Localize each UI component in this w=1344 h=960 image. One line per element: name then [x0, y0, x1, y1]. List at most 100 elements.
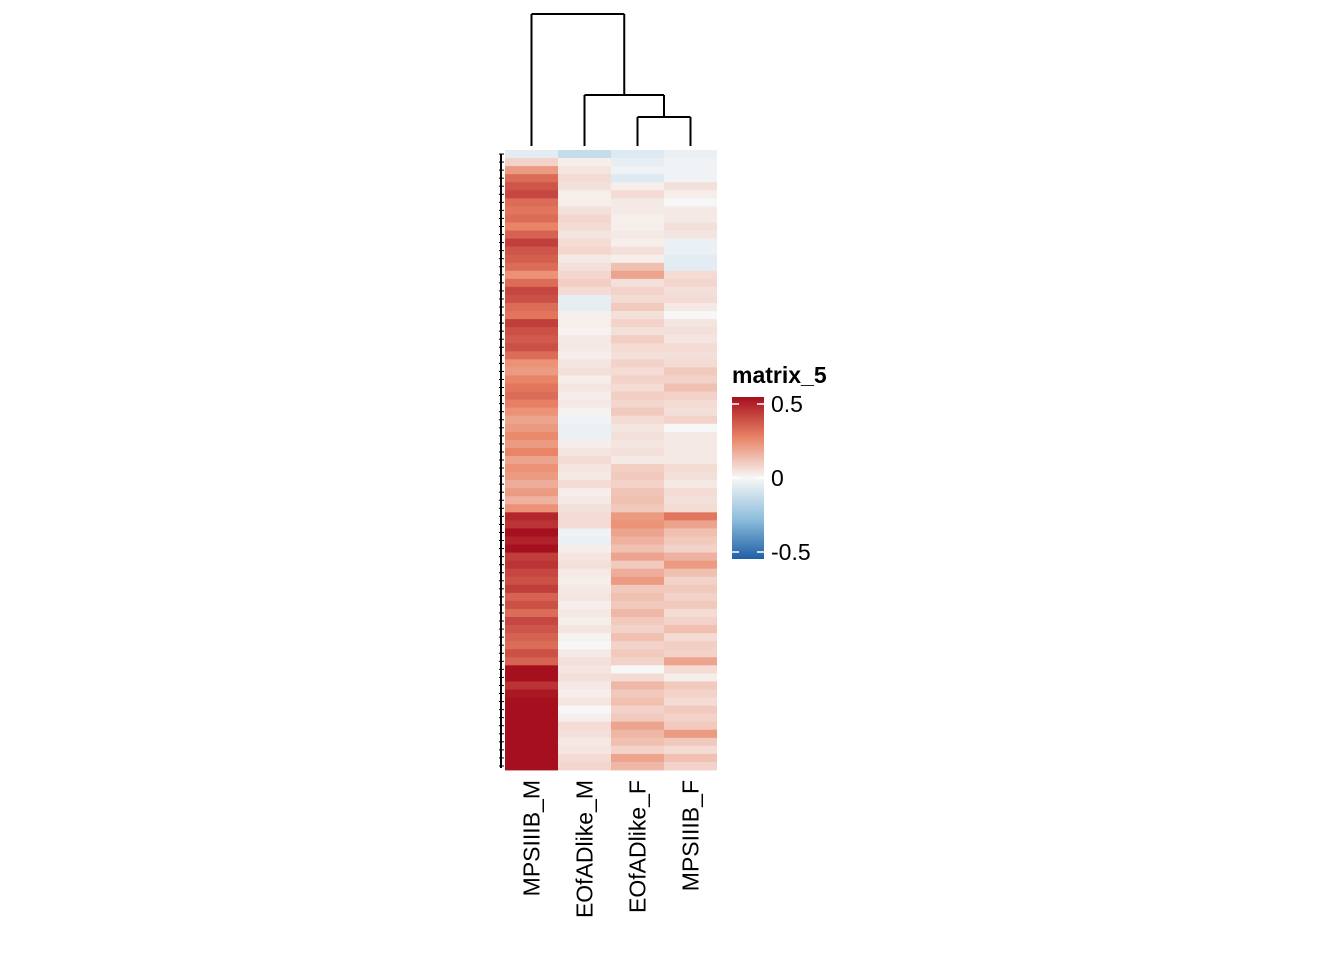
heatmap-cell [611, 552, 664, 562]
heatmap-cell [664, 423, 717, 433]
heatmap-cell [558, 472, 611, 481]
legend-tick-label: 0 [771, 465, 784, 491]
legend-tick-label: 0.5 [771, 391, 803, 417]
heatmap-cell [611, 150, 664, 159]
heatmap-cell [505, 158, 558, 167]
heatmap-cell [611, 568, 664, 578]
row-dendrogram [499, 153, 504, 768]
heatmap-cell [664, 286, 717, 296]
heatmap-cell [611, 254, 664, 264]
heatmap-cell [558, 721, 611, 731]
heatmap-cell [664, 681, 717, 690]
heatmap-cell [505, 761, 558, 771]
heatmap-cell [558, 665, 611, 674]
heatmap-cell [505, 335, 558, 344]
heatmap-cell [664, 166, 717, 175]
heatmap-cell [505, 576, 558, 586]
heatmap-cell [505, 423, 558, 433]
heatmap-cell [611, 174, 664, 183]
heatmap-cell [505, 592, 558, 602]
heatmap-cell [558, 512, 611, 521]
heatmap-cell [611, 608, 664, 618]
heatmap-cell [611, 327, 664, 336]
column-labels: MPSIIIB_M EOfADlike_M EOfADlike_F MPSIIIB_F [519, 780, 704, 918]
heatmap-cell [611, 415, 664, 425]
heatmap-cells [505, 150, 717, 771]
heatmap-cell [558, 206, 611, 215]
heatmap-cell [664, 278, 717, 288]
heatmap-cell [505, 665, 558, 674]
heatmap-cell [611, 158, 664, 167]
heatmap-cell [558, 254, 611, 264]
heatmap-cell [505, 166, 558, 175]
heatmap-cell [505, 641, 558, 650]
heatmap-cell [611, 617, 664, 626]
heatmap-cell [505, 544, 558, 553]
heatmap-cell [505, 504, 558, 513]
heatmap-cell [505, 464, 558, 473]
heatmap-cell [558, 464, 611, 473]
heatmap-cell [505, 488, 558, 497]
heatmap-cell [611, 737, 664, 747]
heatmap-cell [611, 407, 664, 417]
heatmap-cell [558, 222, 611, 231]
heatmap-cell [558, 657, 611, 666]
heatmap-cell [664, 600, 717, 610]
column-dendrogram [530, 13, 692, 146]
heatmap-cell [664, 576, 717, 586]
heatmap-cell [505, 455, 558, 465]
heatmap-cell [558, 600, 611, 610]
heatmap-cell [664, 496, 717, 505]
heatmap-cell [558, 576, 611, 586]
heatmap-cell [664, 568, 717, 578]
heatmap-cell [505, 238, 558, 248]
heatmap-cell [664, 150, 717, 159]
heatmap-cell [558, 327, 611, 336]
heatmap-cell [558, 568, 611, 578]
heatmap-cell [558, 166, 611, 175]
heatmap-cell [558, 230, 611, 239]
heatmap-cell [505, 745, 558, 755]
heatmap-cell [611, 294, 664, 304]
heatmap-cell [558, 689, 611, 698]
legend-tick-label: -0.5 [771, 539, 811, 565]
heatmap-cell [505, 617, 558, 626]
heatmap-cell [505, 657, 558, 666]
heatmap-cell [664, 761, 717, 771]
heatmap-cell [558, 415, 611, 425]
heatmap-cell [505, 415, 558, 425]
heatmap-cell [664, 222, 717, 231]
heatmap-cell [558, 343, 611, 352]
heatmap-cell [664, 464, 717, 473]
heatmap-cell [611, 745, 664, 755]
heatmap-cell [664, 214, 717, 223]
heatmap-cell [505, 182, 558, 191]
heatmap-cell [611, 399, 664, 409]
heatmap-cell [611, 319, 664, 328]
heatmap-cell [664, 625, 717, 634]
heatmap-cell [505, 311, 558, 320]
heatmap-cell [611, 520, 664, 529]
heatmap-cell [505, 431, 558, 441]
heatmap-cell [611, 335, 664, 344]
heatmap-cell [664, 174, 717, 183]
heatmap-cell [558, 536, 611, 545]
heatmap-cell [505, 294, 558, 304]
heatmap-cell [505, 246, 558, 256]
heatmap-cell [611, 311, 664, 320]
heatmap-cell [664, 158, 717, 167]
heatmap-cell [611, 504, 664, 513]
heatmap-cell [611, 383, 664, 392]
heatmap-cell [505, 391, 558, 401]
heatmap-cell [558, 447, 611, 457]
heatmap-cell [505, 729, 558, 739]
heatmap-cell [611, 351, 664, 360]
heatmap-cell [611, 689, 664, 698]
heatmap-cell [664, 431, 717, 441]
heatmap-cell [505, 705, 558, 715]
heatmap-cell [611, 713, 664, 723]
heatmap-cell [505, 649, 558, 658]
heatmap-cell [558, 246, 611, 256]
heatmap-cell [505, 278, 558, 288]
heatmap-cell [611, 673, 664, 682]
